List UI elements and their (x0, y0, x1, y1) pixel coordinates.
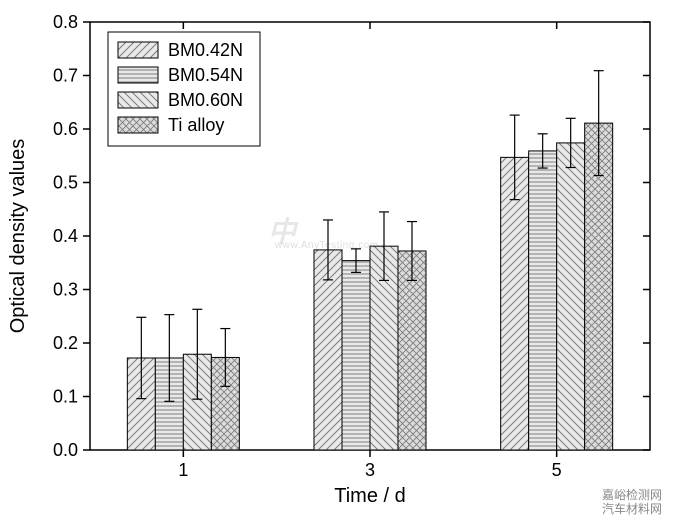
xtick-label: 3 (365, 460, 375, 480)
watermark-center-url: www.AnyTesting.com (275, 240, 378, 251)
ytick-label: 0.1 (53, 387, 78, 407)
legend-swatch (118, 92, 158, 108)
ytick-label: 0.6 (53, 119, 78, 139)
bar-chart: 0.0 0.1 0.2 0.3 0.4 0.5 0.6 0.7 0.8 Optical densi… (0, 0, 680, 522)
legend-swatch (118, 42, 158, 58)
xtick-label: 5 (552, 460, 562, 480)
bar (342, 261, 370, 450)
ytick-label: 0.2 (53, 333, 78, 353)
legend-label: Ti alloy (168, 115, 224, 135)
ytick-label: 0.3 (53, 280, 78, 300)
y-axis-label: Optical density values (7, 139, 29, 334)
watermark-bottom-1: 嘉峪检测网 (602, 488, 662, 502)
ytick-label: 0.5 (53, 173, 78, 193)
legend-label: BM0.54N (168, 65, 243, 85)
watermark-bottom: 嘉峪检测网 汽车材料网 (602, 488, 662, 516)
watermark-bottom-2: 汽车材料网 (602, 502, 662, 516)
bar (557, 143, 585, 450)
ytick-label: 0.7 (53, 66, 78, 86)
legend-swatch (118, 67, 158, 83)
legend-swatch (118, 117, 158, 133)
ytick-label: 0.8 (53, 12, 78, 32)
x-axis-label: Time / d (334, 485, 406, 507)
legend-label: BM0.42N (168, 40, 243, 60)
ytick-label: 0.4 (53, 226, 78, 246)
ytick-label: 0.0 (53, 440, 78, 460)
chart-container: 0.0 0.1 0.2 0.3 0.4 0.5 0.6 0.7 0.8 Optical densi… (0, 0, 680, 522)
bar (529, 151, 557, 450)
xtick-label: 1 (178, 460, 188, 480)
bar (501, 157, 529, 450)
legend-label: BM0.60N (168, 90, 243, 110)
